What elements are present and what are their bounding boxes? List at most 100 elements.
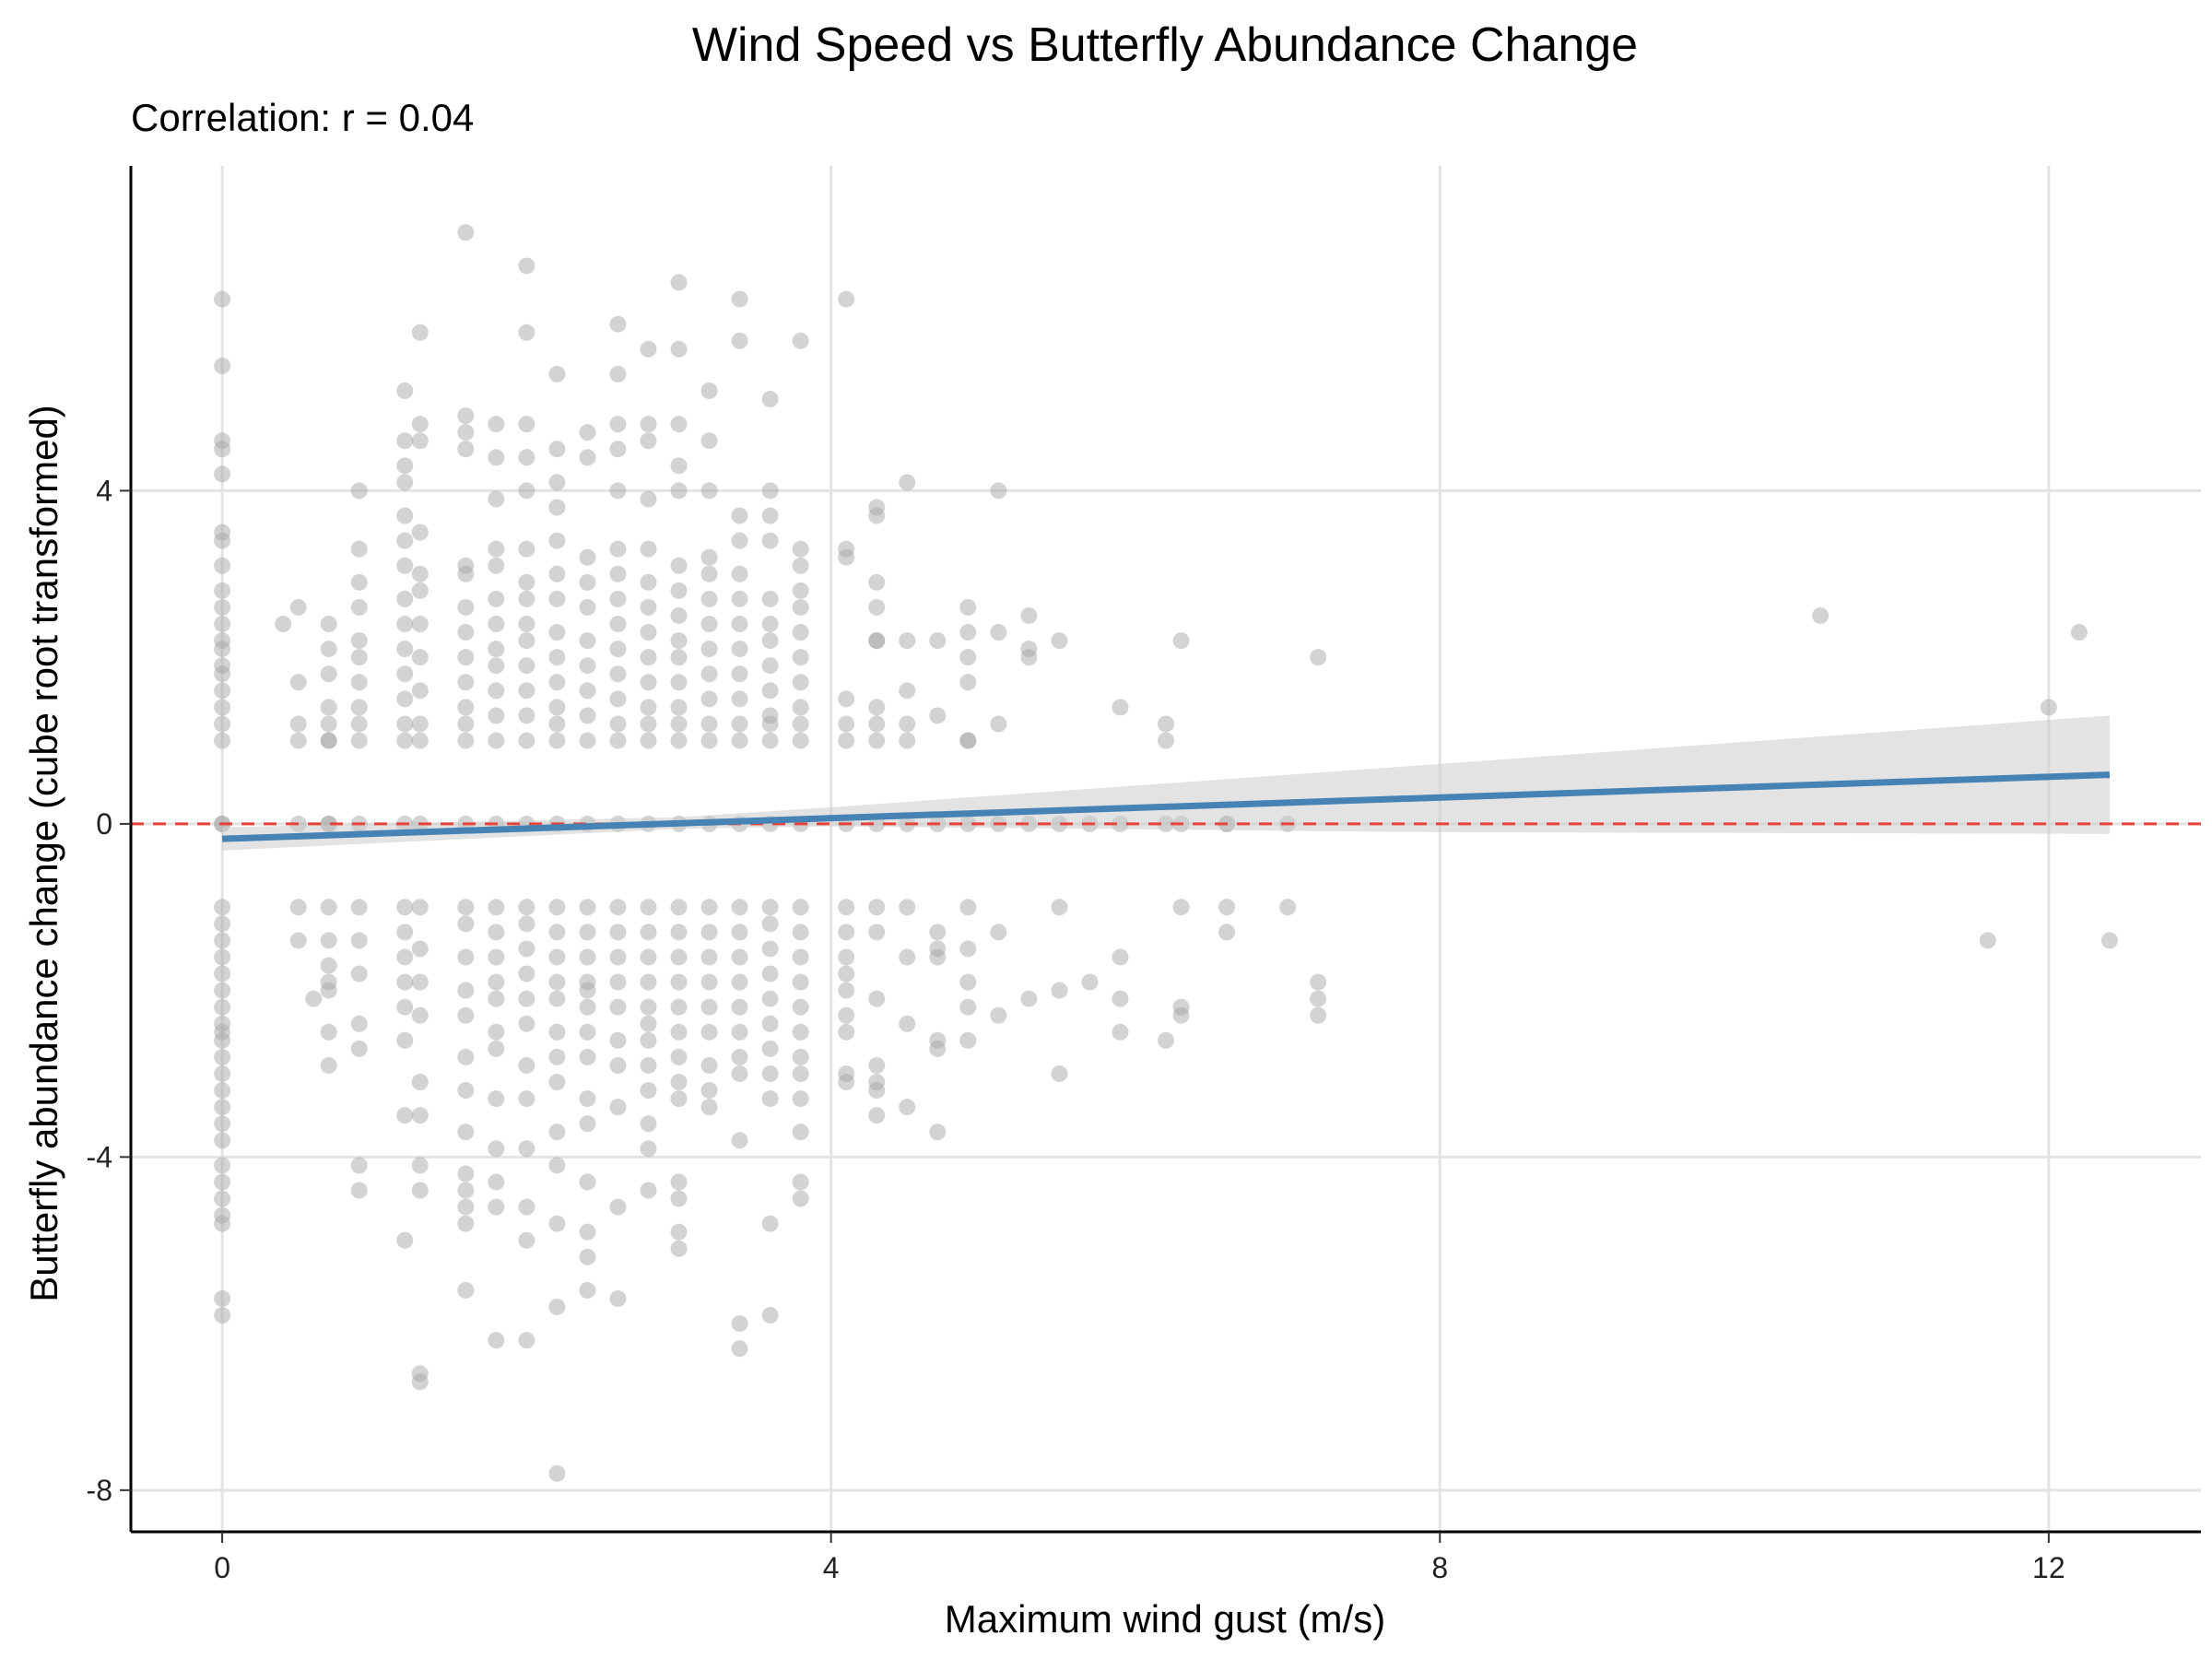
data-point [761, 657, 779, 675]
data-point [214, 641, 231, 658]
data-point [548, 674, 566, 691]
data-point [457, 598, 475, 616]
data-point [640, 1082, 657, 1100]
data-point [868, 732, 886, 749]
x-axis-ticks: 0 4 8 12 [214, 1532, 2065, 1584]
data-point [396, 382, 414, 399]
data-point [640, 973, 657, 991]
data-point [959, 598, 977, 616]
data-point [396, 432, 414, 450]
data-point [959, 940, 977, 958]
data-point [488, 616, 505, 633]
data-point [411, 1157, 429, 1174]
data-point [2040, 699, 2057, 716]
data-point [640, 416, 657, 433]
data-point [761, 1215, 779, 1232]
data-point [761, 915, 779, 933]
data-point [350, 482, 368, 500]
data-point [214, 1099, 231, 1116]
data-point [609, 1198, 627, 1216]
data-point [320, 665, 337, 683]
data-point [959, 624, 977, 641]
data-point [990, 624, 1007, 641]
data-point [579, 598, 596, 616]
data-point [350, 715, 368, 733]
data-point [396, 532, 414, 549]
data-point [488, 1198, 505, 1216]
data-point [289, 899, 307, 916]
data-point [320, 715, 337, 733]
data-point [396, 616, 414, 633]
data-point [1218, 924, 1236, 941]
data-point [457, 441, 475, 458]
data-point [792, 732, 809, 749]
data-point [838, 690, 855, 708]
data-point [214, 732, 231, 749]
data-point [396, 507, 414, 524]
data-point [731, 665, 748, 683]
data-point [214, 899, 231, 916]
data-point [548, 565, 566, 582]
data-point [700, 973, 718, 991]
data-point [1020, 649, 1038, 666]
data-point [838, 1006, 855, 1024]
data-point [1172, 1006, 1190, 1024]
data-point [761, 1090, 779, 1108]
data-point [396, 899, 414, 916]
data-point [761, 391, 779, 408]
data-point [838, 924, 855, 941]
data-point [396, 474, 414, 491]
data-point [1158, 732, 1174, 749]
data-point [214, 1132, 231, 1149]
data-point [518, 657, 535, 675]
x-tick-label: 0 [214, 1551, 230, 1584]
data-point [838, 982, 855, 999]
data-point [579, 899, 596, 916]
data-point [488, 641, 505, 658]
data-point [396, 732, 414, 749]
y-axis-title: Butterfly abundance change (cube root tr… [22, 405, 65, 1302]
data-point [670, 1223, 688, 1241]
data-point [1172, 632, 1190, 650]
data-point [959, 1031, 977, 1049]
data-point [320, 1023, 337, 1041]
chart-title: Wind Speed vs Butterfly Abundance Change [692, 18, 1638, 72]
data-point [899, 1015, 916, 1032]
data-point [488, 899, 505, 916]
data-point [548, 715, 566, 733]
data-point [670, 948, 688, 966]
data-point [609, 1056, 627, 1074]
data-point [670, 924, 688, 941]
data-point [670, 1240, 688, 1257]
data-point [792, 715, 809, 733]
data-point [320, 616, 337, 633]
data-point [214, 1065, 231, 1082]
data-point [838, 899, 855, 916]
data-point [579, 998, 596, 1016]
data-point [640, 1056, 657, 1074]
data-point [761, 899, 779, 916]
data-point [838, 948, 855, 966]
data-point [548, 973, 566, 991]
data-point [214, 982, 231, 999]
data-point [792, 699, 809, 716]
data-point [2100, 932, 2118, 949]
data-point [518, 632, 535, 650]
data-point [640, 1015, 657, 1032]
data-point [609, 998, 627, 1016]
data-point [640, 948, 657, 966]
data-point [214, 1157, 231, 1174]
data-point [792, 1173, 809, 1191]
data-point [609, 948, 627, 966]
data-point [488, 540, 505, 558]
data-point [609, 924, 627, 941]
data-point [214, 616, 231, 633]
data-point [579, 1173, 596, 1191]
data-point [214, 1307, 231, 1324]
data-point [488, 1140, 505, 1158]
data-point [518, 1140, 535, 1158]
data-point [214, 1082, 231, 1100]
data-point [838, 1023, 855, 1041]
data-point [457, 624, 475, 641]
data-point [792, 998, 809, 1016]
